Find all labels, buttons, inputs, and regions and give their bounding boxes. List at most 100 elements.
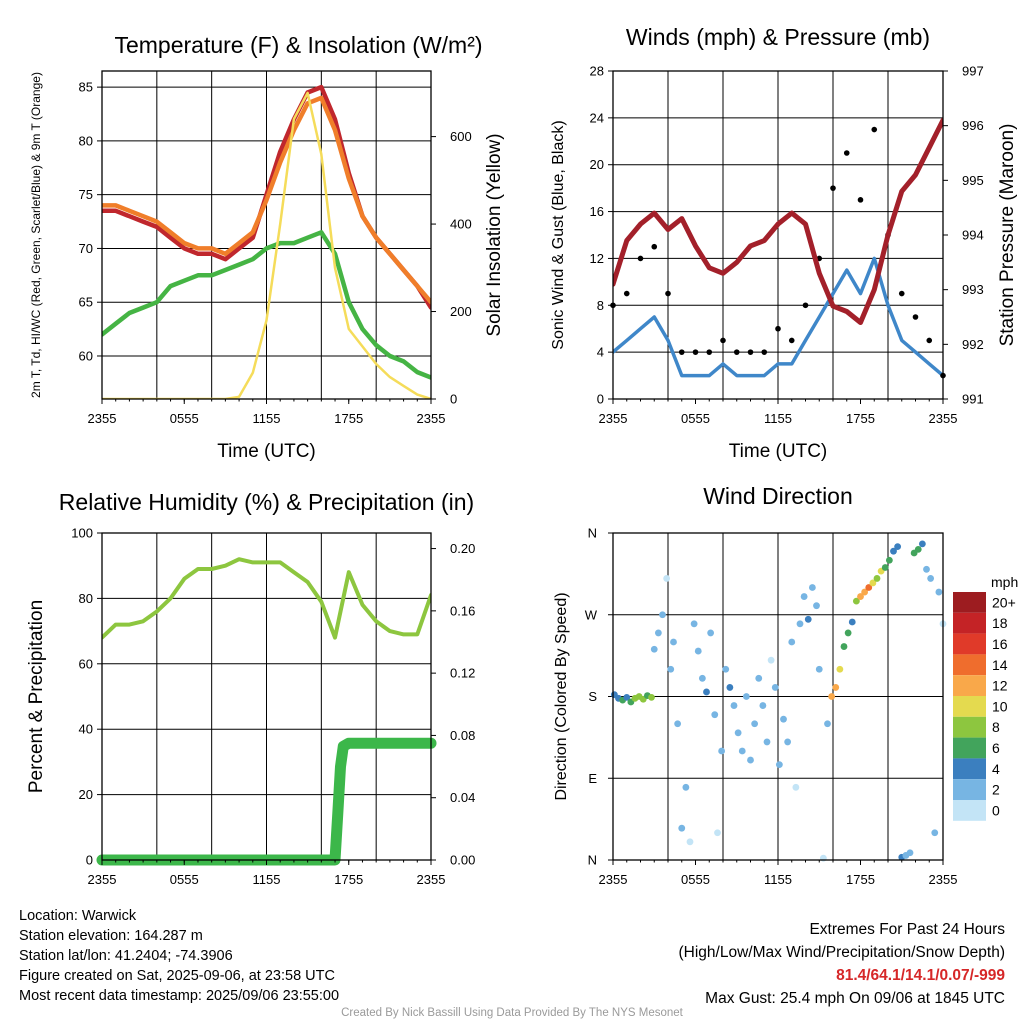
direction-point bbox=[894, 543, 902, 551]
gust-point bbox=[678, 349, 685, 355]
direction-point bbox=[780, 715, 787, 723]
direction-point bbox=[840, 643, 848, 650]
direction-point bbox=[800, 593, 808, 600]
direction-point bbox=[771, 684, 779, 691]
colorbar-swatch bbox=[953, 592, 986, 613]
y-tick-label: 20 bbox=[590, 157, 604, 172]
gust-point bbox=[843, 150, 850, 156]
y-tick-label: S bbox=[588, 689, 597, 704]
colorbar-swatch bbox=[953, 696, 986, 717]
direction-point bbox=[935, 588, 943, 596]
panel-3: 0 20 40 60 80 100 0.00 0.04 0.08 0.12 0.16 0.20 2355… bbox=[26, 489, 475, 887]
x-tick-label: 2355 bbox=[417, 411, 446, 426]
y2-tick-label: 0 bbox=[450, 392, 457, 407]
gust-point bbox=[747, 349, 754, 355]
x-tick-label: 2355 bbox=[417, 872, 446, 887]
direction-point bbox=[670, 638, 677, 646]
y-tick-label: 0 bbox=[86, 853, 93, 868]
y-axis-label-right: Solar Insolation (Yellow) bbox=[484, 133, 505, 336]
recent-timestamp: Most recent data timestamp: 2025/09/06 2… bbox=[19, 988, 340, 1004]
direction-point bbox=[865, 584, 873, 591]
direction-point bbox=[654, 629, 662, 637]
y2-tick-label: 0.04 bbox=[450, 790, 475, 805]
y-tick-label: 80 bbox=[79, 133, 93, 148]
direction-point bbox=[747, 756, 754, 764]
direction-point bbox=[852, 597, 860, 605]
direction-point bbox=[804, 615, 812, 623]
direction-point bbox=[682, 783, 690, 791]
y-tick-label: 100 bbox=[71, 526, 93, 541]
y2-tick-label: 0.08 bbox=[450, 728, 475, 743]
direction-point bbox=[623, 694, 631, 701]
gust-point bbox=[733, 349, 740, 355]
series-line-solar-insolation bbox=[102, 91, 431, 399]
direction-point bbox=[667, 665, 675, 673]
gust-point bbox=[637, 255, 644, 262]
chart-title: Wind Direction bbox=[703, 483, 853, 509]
series-line-relative-humidity bbox=[102, 557, 431, 640]
gust-point bbox=[898, 290, 905, 297]
direction-point bbox=[738, 747, 746, 755]
y-tick-label: 12 bbox=[590, 251, 604, 266]
y-tick-label: 60 bbox=[79, 348, 93, 363]
direction-point bbox=[813, 602, 820, 610]
x-tick-label: 1755 bbox=[846, 411, 875, 426]
colorbar-label: 12 bbox=[992, 678, 1008, 694]
colorbar-title: mph bbox=[991, 574, 1018, 590]
x-tick-label: 0555 bbox=[681, 872, 710, 887]
colorbar-label: 10 bbox=[992, 698, 1008, 714]
colorbar-label: 6 bbox=[992, 740, 1000, 756]
direction-point bbox=[927, 575, 935, 582]
direction-point bbox=[650, 645, 658, 653]
direction-point bbox=[931, 829, 939, 837]
x-tick-label: 1155 bbox=[764, 411, 792, 426]
y-tick-label: 16 bbox=[590, 204, 604, 219]
y2-tick-label: 991 bbox=[962, 392, 984, 407]
gust-point bbox=[912, 314, 919, 320]
colorbar: mph 20+ 18 16 14 12 10 8 6 4 2 0 bbox=[953, 574, 1018, 821]
colorbar-swatch bbox=[953, 800, 986, 821]
y-tick-label: N bbox=[588, 853, 597, 868]
direction-point bbox=[759, 702, 767, 709]
gust-point bbox=[788, 337, 795, 344]
direction-point bbox=[726, 684, 734, 691]
extremes-title: Extremes For Past 24 Hours bbox=[809, 921, 1005, 938]
gust-point bbox=[720, 337, 726, 344]
colorbar-label: 2 bbox=[992, 782, 1000, 798]
direction-point bbox=[714, 829, 721, 837]
y2-tick-label: 996 bbox=[962, 118, 984, 133]
y-tick-label: 4 bbox=[597, 345, 604, 360]
direction-point bbox=[890, 547, 897, 555]
x-tick-label: 0555 bbox=[170, 872, 199, 887]
direction-point bbox=[718, 747, 726, 755]
y2-tick-label: 600 bbox=[450, 129, 472, 144]
y-tick-label: 40 bbox=[79, 722, 93, 737]
gust-point bbox=[926, 337, 933, 344]
x-tick-label: 1155 bbox=[253, 411, 281, 426]
station-latlon: Station lat/lon: 41.2404; -74.3906 bbox=[19, 948, 233, 964]
colorbar-swatch bbox=[953, 612, 986, 634]
direction-point bbox=[648, 694, 655, 701]
colorbar-label: 0 bbox=[992, 802, 1000, 818]
y2-tick-label: 0.20 bbox=[450, 541, 475, 556]
y-axis-label-right: Station Pressure (Maroon) bbox=[997, 124, 1018, 347]
y-axis-label-left: Sonic Wind & Gust (Blue, Black) bbox=[550, 120, 567, 349]
chart-title: Winds (mph) & Pressure (mb) bbox=[626, 24, 930, 50]
colorbar-label: 16 bbox=[992, 636, 1008, 652]
panel-1: 60 65 70 75 80 85 0 200 400 600 2355 0555 1155 1755 23… bbox=[29, 32, 505, 462]
x-tick-label: 1155 bbox=[764, 872, 792, 887]
direction-point bbox=[815, 665, 823, 673]
direction-point bbox=[857, 593, 864, 600]
x-axis-label: Time (UTC) bbox=[729, 441, 828, 462]
direction-point bbox=[767, 656, 775, 664]
y-tick-label: 85 bbox=[79, 80, 93, 95]
colorbar-swatch bbox=[953, 758, 986, 780]
gust-point bbox=[665, 290, 671, 297]
colorbar-swatch bbox=[953, 633, 986, 655]
direction-point bbox=[792, 783, 800, 791]
station-info: Location: Warwick Station elevation: 164… bbox=[19, 906, 339, 1006]
direction-point bbox=[775, 761, 783, 769]
series-line-sonic-wind bbox=[613, 256, 943, 378]
x-tick-label: 2355 bbox=[599, 872, 628, 887]
x-tick-label: 2355 bbox=[88, 411, 117, 426]
